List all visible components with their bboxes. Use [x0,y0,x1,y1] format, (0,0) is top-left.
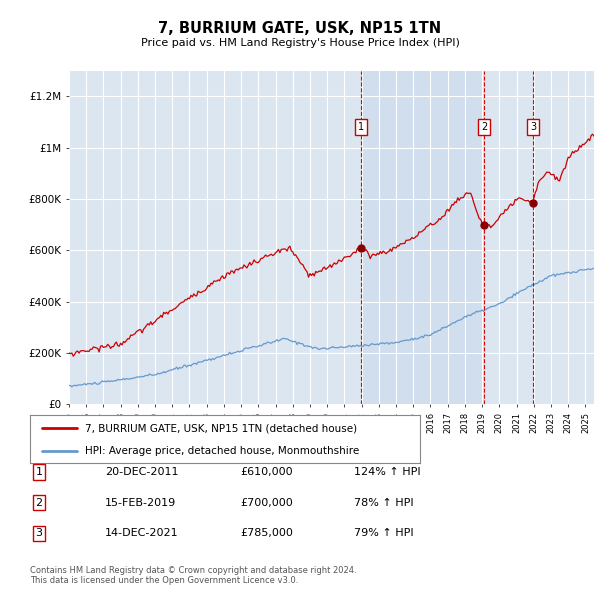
Text: 3: 3 [530,122,536,132]
Text: 2: 2 [481,122,487,132]
Text: 1: 1 [35,467,43,477]
Text: Contains HM Land Registry data © Crown copyright and database right 2024.
This d: Contains HM Land Registry data © Crown c… [30,566,356,585]
Text: 15-FEB-2019: 15-FEB-2019 [105,498,176,507]
Text: 3: 3 [35,529,43,538]
Text: 1: 1 [358,122,364,132]
Text: 7, BURRIUM GATE, USK, NP15 1TN: 7, BURRIUM GATE, USK, NP15 1TN [158,21,442,35]
Text: 7, BURRIUM GATE, USK, NP15 1TN (detached house): 7, BURRIUM GATE, USK, NP15 1TN (detached… [85,423,357,433]
Text: Price paid vs. HM Land Registry's House Price Index (HPI): Price paid vs. HM Land Registry's House … [140,38,460,48]
Text: HPI: Average price, detached house, Monmouthshire: HPI: Average price, detached house, Monm… [85,446,359,456]
Text: £610,000: £610,000 [240,467,293,477]
Text: £700,000: £700,000 [240,498,293,507]
Text: 124% ↑ HPI: 124% ↑ HPI [354,467,421,477]
Text: 20-DEC-2011: 20-DEC-2011 [105,467,179,477]
Text: 2: 2 [35,498,43,507]
Text: 78% ↑ HPI: 78% ↑ HPI [354,498,413,507]
Bar [361,71,484,404]
Text: 79% ↑ HPI: 79% ↑ HPI [354,529,413,538]
Text: 14-DEC-2021: 14-DEC-2021 [105,529,179,538]
Text: £785,000: £785,000 [240,529,293,538]
